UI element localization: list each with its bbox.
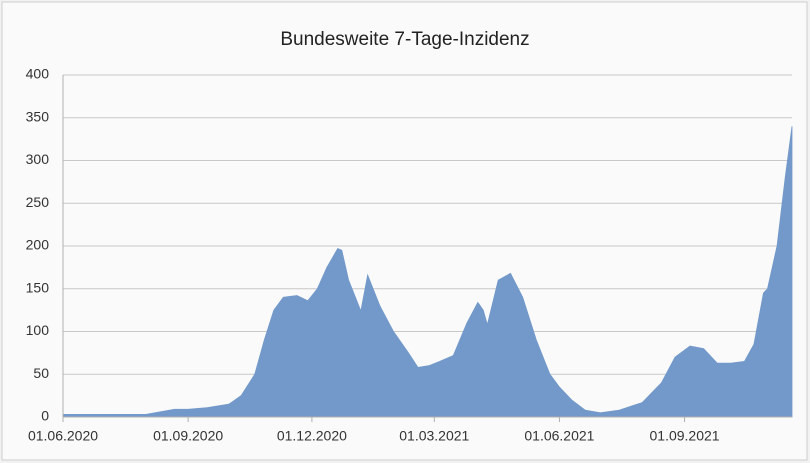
x-tick-label: 01.09.2021 — [650, 428, 720, 444]
area — [62, 126, 793, 418]
y-tick-label: 0 — [41, 408, 49, 424]
x-tick-label: 01.06.2020 — [28, 428, 98, 444]
y-tick-label: 350 — [26, 108, 50, 124]
y-tick-label: 250 — [26, 194, 50, 210]
y-tick-label: 150 — [26, 279, 50, 295]
y-tick-label: 300 — [26, 151, 50, 167]
x-tick-label: 01.06.2021 — [524, 428, 594, 444]
x-tick-label: 01.03.2021 — [399, 428, 469, 444]
chart-title: Bundesweite 7-Tage-Inzidenz — [280, 29, 529, 50]
x-tick-label: 01.09.2020 — [153, 428, 223, 444]
y-tick-label: 50 — [33, 365, 49, 381]
y-tick-label: 100 — [26, 322, 50, 338]
y-tick-label: 200 — [26, 237, 50, 253]
y-tick-label: 400 — [26, 66, 50, 82]
x-tick-label: 01.12.2020 — [277, 428, 347, 444]
